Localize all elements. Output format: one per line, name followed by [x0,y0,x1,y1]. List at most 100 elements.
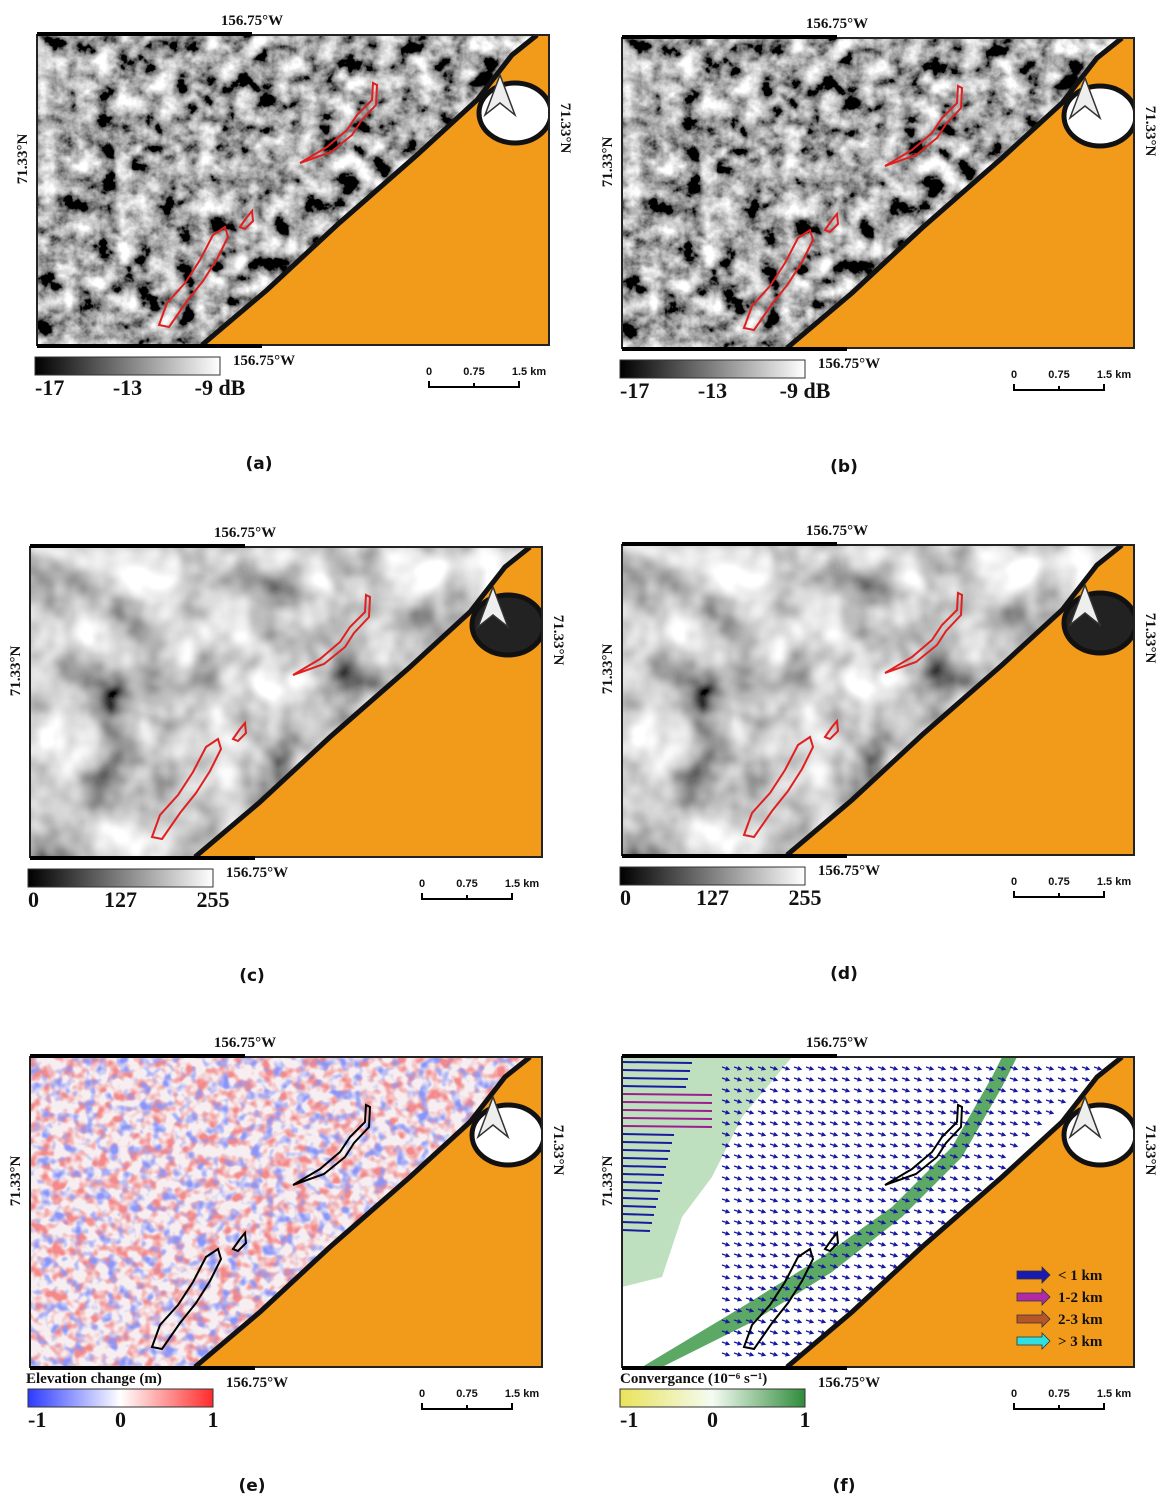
colorbar-label: 127 [104,887,137,912]
vector [721,1351,731,1357]
vector [973,1065,983,1071]
vector [985,1065,995,1071]
vector [721,1208,731,1214]
vector [793,1296,803,1302]
scale-label: 1.5 km [512,366,546,378]
vector [829,1285,839,1291]
vector [937,1120,947,1126]
vector [829,1153,839,1159]
lon-label: 156.75°W [818,356,880,372]
vector [793,1076,803,1082]
vector [949,1197,959,1203]
colorbar-label: 0 [28,887,39,912]
vector [829,1274,839,1280]
vector [925,1087,935,1093]
vector [721,1274,731,1280]
vector [769,1142,779,1148]
vector [622,1157,669,1160]
vector [817,1285,827,1291]
vector [901,1230,911,1236]
vector [853,1274,863,1280]
vector [865,1241,875,1247]
vector [793,1340,803,1346]
vector [829,1120,839,1126]
vector [949,1142,959,1148]
vector [805,1274,815,1280]
coastline [785,1057,1124,1367]
vector [733,1285,743,1291]
legend-label: 2-3 km [1058,1312,1103,1328]
vector [733,1087,743,1093]
scale-bar [421,893,513,900]
legend-label: > 3 km [1058,1334,1103,1350]
vector [733,1307,743,1313]
vector [901,1087,911,1093]
vector [1057,1087,1067,1093]
vector [769,1263,779,1269]
scale-label: 1.5 km [505,1388,539,1400]
vector [997,1120,1007,1126]
vector [817,1087,827,1093]
vector [721,1197,731,1203]
vector [733,1120,743,1126]
vector [721,1109,731,1115]
vector [793,1164,803,1170]
vector [949,1087,959,1093]
vector [901,1131,911,1137]
colorbar-label: 1 [208,1407,219,1432]
vector [889,1131,899,1137]
vector [865,1219,875,1225]
vector [877,1186,887,1192]
vector [1033,1076,1043,1082]
vector [745,1296,755,1302]
lat-label: 71.33°N [15,134,31,185]
land [787,1057,1134,1367]
vector [853,1230,863,1236]
vector [745,1219,755,1225]
vector [865,1131,875,1137]
vector [865,1186,875,1192]
vector [877,1197,887,1203]
vector [745,1164,755,1170]
vector [805,1164,815,1170]
vector [937,1087,947,1093]
vector [757,1175,767,1181]
vector [829,1142,839,1148]
vector [622,1221,653,1224]
vector [805,1153,815,1159]
vector [829,1307,839,1313]
scale-bar [428,381,520,388]
vector [973,1153,983,1159]
outline [823,211,840,234]
vector [769,1208,779,1214]
vector [757,1164,767,1170]
caption: (d) [830,964,858,984]
scale-label: 1.5 km [1097,369,1131,381]
lon-label: 156.75°W [226,865,288,881]
vector [745,1208,755,1214]
vector [889,1076,899,1082]
scale-label: 0 [1011,876,1017,888]
vector [925,1175,935,1181]
colorbar-title: Convergance (10⁻⁶ s⁻¹) [620,1371,767,1387]
vector [793,1318,803,1324]
vector [757,1329,767,1335]
vector [937,1142,947,1148]
vector [769,1098,779,1104]
vector [877,1274,887,1280]
vector [757,1142,767,1148]
vector [757,1065,767,1071]
vector [913,1219,923,1225]
vector [745,1351,755,1357]
caption: (c) [239,966,265,986]
vector [805,1307,815,1313]
vector [622,1205,657,1208]
vector [913,1120,923,1126]
outline [742,228,815,332]
vector [913,1241,923,1247]
vector [853,1131,863,1137]
scale-label: 0.75 [1048,876,1069,888]
vector [721,1307,731,1313]
vector [829,1208,839,1214]
vector [901,1219,911,1225]
